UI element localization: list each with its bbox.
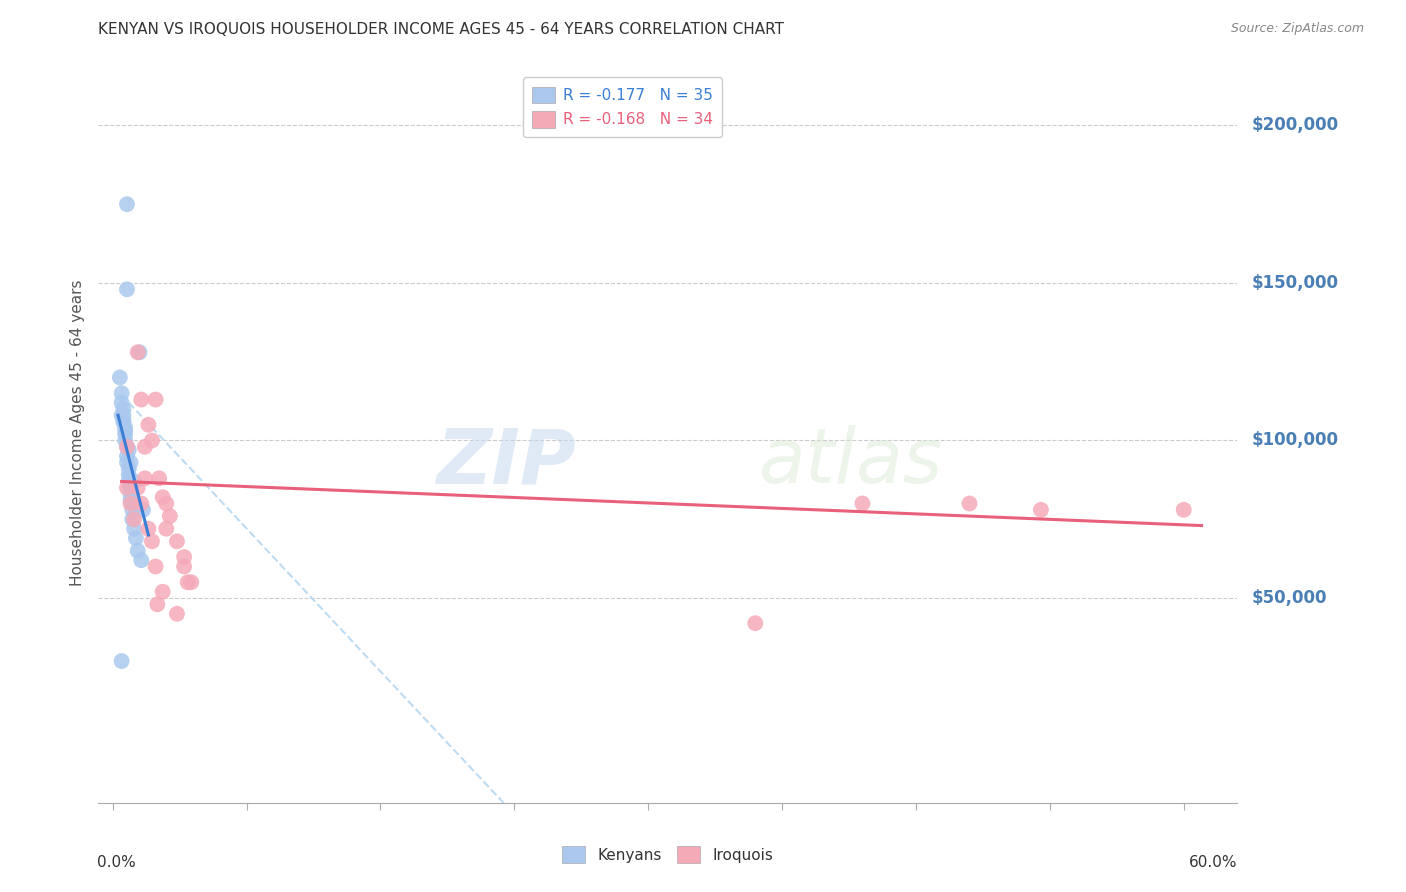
- Text: KENYAN VS IROQUOIS HOUSEHOLDER INCOME AGES 45 - 64 YEARS CORRELATION CHART: KENYAN VS IROQUOIS HOUSEHOLDER INCOME AG…: [98, 22, 785, 37]
- Point: [180, 575, 202, 590]
- Point: [122, 522, 145, 536]
- Point: [176, 575, 198, 590]
- Point: [959, 496, 981, 510]
- Point: [115, 282, 138, 296]
- Point: [112, 415, 135, 429]
- Point: [115, 440, 138, 454]
- Point: [155, 496, 177, 510]
- Point: [115, 197, 138, 211]
- Point: [112, 402, 135, 417]
- Point: [121, 503, 143, 517]
- Point: [118, 442, 141, 457]
- Point: [125, 531, 148, 545]
- Point: [141, 534, 163, 549]
- Point: [127, 543, 149, 558]
- Y-axis label: Householder Income Ages 45 - 64 years: Householder Income Ages 45 - 64 years: [69, 279, 84, 586]
- Point: [173, 559, 195, 574]
- Point: [166, 607, 188, 621]
- Point: [148, 471, 170, 485]
- Point: [134, 471, 156, 485]
- Point: [115, 481, 138, 495]
- Text: atlas: atlas: [759, 425, 943, 500]
- Point: [132, 503, 155, 517]
- Point: [118, 468, 141, 483]
- Point: [111, 386, 134, 401]
- Point: [111, 409, 134, 423]
- Point: [120, 481, 142, 495]
- Point: [127, 345, 149, 359]
- Point: [114, 427, 136, 442]
- Point: [744, 616, 766, 631]
- Point: [152, 490, 174, 504]
- Point: [114, 424, 136, 438]
- Point: [120, 493, 142, 508]
- Point: [121, 512, 143, 526]
- Point: [155, 522, 177, 536]
- Point: [115, 440, 138, 454]
- Text: 0.0%: 0.0%: [97, 855, 136, 870]
- Point: [159, 509, 181, 524]
- Legend: Kenyans, Iroquois: Kenyans, Iroquois: [557, 840, 779, 869]
- Point: [120, 496, 142, 510]
- Text: $100,000: $100,000: [1251, 432, 1339, 450]
- Text: $50,000: $50,000: [1251, 589, 1327, 607]
- Point: [145, 559, 167, 574]
- Point: [118, 462, 141, 476]
- Point: [152, 584, 174, 599]
- Point: [128, 345, 150, 359]
- Text: $150,000: $150,000: [1251, 274, 1339, 292]
- Point: [114, 434, 136, 448]
- Point: [108, 370, 131, 384]
- Point: [145, 392, 167, 407]
- Point: [173, 550, 195, 565]
- Point: [111, 654, 134, 668]
- Point: [115, 449, 138, 463]
- Point: [120, 487, 142, 501]
- Point: [138, 417, 160, 432]
- Point: [138, 522, 160, 536]
- Point: [129, 392, 152, 407]
- Point: [111, 395, 134, 409]
- Point: [122, 512, 145, 526]
- Text: 60.0%: 60.0%: [1189, 855, 1237, 870]
- Point: [118, 475, 141, 489]
- Point: [166, 534, 188, 549]
- Point: [851, 496, 873, 510]
- Text: ZIP: ZIP: [437, 425, 576, 500]
- Point: [134, 440, 156, 454]
- Text: Source: ZipAtlas.com: Source: ZipAtlas.com: [1230, 22, 1364, 36]
- Point: [114, 421, 136, 435]
- Point: [1029, 503, 1052, 517]
- Point: [112, 409, 135, 423]
- Point: [146, 597, 169, 611]
- Point: [112, 415, 135, 429]
- Text: $200,000: $200,000: [1251, 117, 1339, 135]
- Point: [141, 434, 163, 448]
- Point: [120, 456, 142, 470]
- Point: [122, 475, 145, 489]
- Point: [1173, 503, 1195, 517]
- Point: [129, 553, 152, 567]
- Point: [127, 481, 149, 495]
- Point: [129, 496, 152, 510]
- Point: [115, 456, 138, 470]
